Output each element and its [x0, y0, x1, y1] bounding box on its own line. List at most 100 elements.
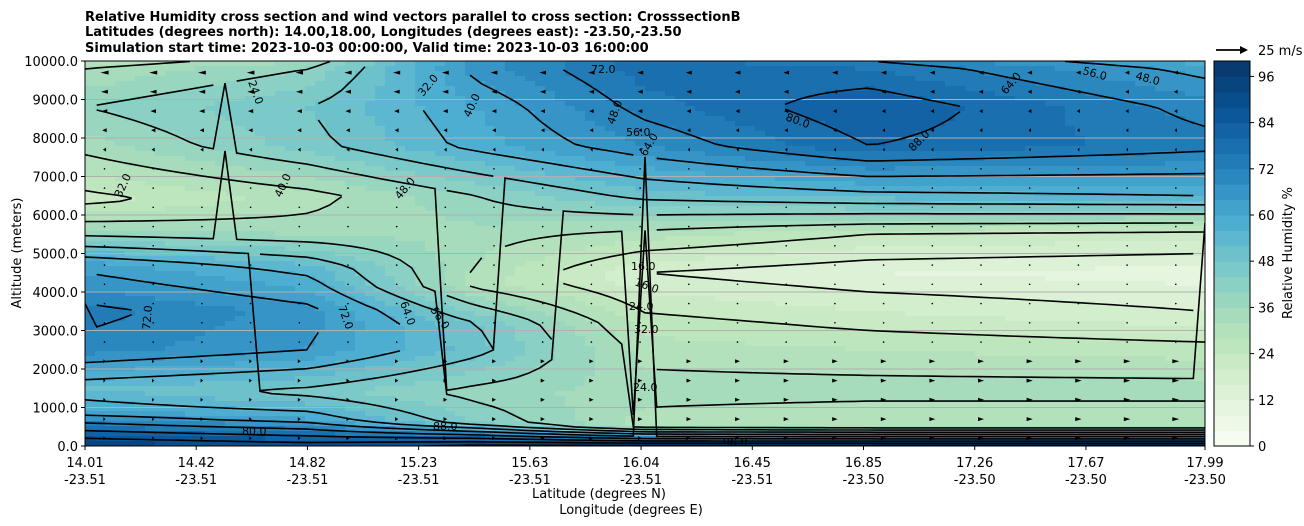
rh-cell — [705, 291, 716, 297]
rh-cell — [285, 206, 296, 212]
rh-cell — [165, 226, 176, 232]
rh-cell — [225, 411, 236, 417]
rh-cell — [725, 201, 736, 207]
rh-cell — [95, 136, 106, 142]
rh-cell — [715, 81, 726, 87]
rh-cell — [435, 391, 446, 397]
rh-cell — [645, 121, 656, 127]
rh-cell — [165, 246, 176, 252]
rh-cell — [695, 246, 706, 252]
rh-cell — [505, 401, 516, 407]
rh-cell — [385, 231, 396, 237]
rh-cell — [195, 201, 206, 207]
rh-cell — [535, 336, 546, 342]
rh-cell — [555, 131, 566, 137]
rh-cell — [405, 371, 416, 377]
rh-cell — [335, 146, 346, 152]
rh-cell — [95, 211, 106, 217]
rh-cell — [385, 151, 396, 157]
rh-cell — [385, 201, 396, 207]
rh-cell — [645, 146, 656, 152]
rh-cell — [455, 101, 466, 107]
rh-cell — [155, 346, 166, 352]
rh-cell — [575, 381, 586, 387]
rh-cell — [505, 346, 516, 352]
rh-cell — [425, 301, 436, 307]
rh-cell — [665, 196, 676, 202]
rh-cell — [285, 201, 296, 207]
rh-cell — [455, 411, 466, 417]
rh-cell — [525, 281, 536, 287]
rh-cell — [485, 156, 496, 162]
rh-cell — [485, 326, 496, 332]
rh-cell — [325, 326, 336, 332]
rh-cell — [295, 411, 306, 417]
rh-cell — [175, 441, 186, 446]
rh-cell — [245, 61, 256, 67]
rh-cell — [225, 396, 236, 402]
rh-cell — [165, 301, 176, 307]
rh-cell — [545, 401, 556, 407]
rh-cell — [185, 146, 196, 152]
rh-cell — [645, 396, 656, 402]
rh-cell — [105, 406, 116, 412]
rh-cell — [175, 196, 186, 202]
rh-cell — [545, 201, 556, 207]
rh-cell — [545, 281, 556, 287]
rh-cell — [705, 396, 716, 402]
rh-cell — [115, 216, 126, 222]
rh-cell — [595, 131, 606, 137]
rh-cell — [645, 326, 656, 332]
rh-cell — [275, 316, 286, 322]
rh-cell — [565, 171, 576, 177]
rh-cell — [425, 156, 436, 162]
rh-cell — [555, 356, 566, 362]
rh-cell — [115, 271, 126, 277]
rh-cell — [725, 296, 736, 302]
rh-cell — [255, 221, 266, 227]
rh-cell — [435, 166, 446, 172]
rh-cell — [305, 301, 316, 307]
rh-cell — [555, 391, 566, 397]
rh-cell — [695, 426, 706, 432]
rh-cell — [715, 186, 726, 192]
rh-cell — [495, 96, 506, 102]
rh-cell — [575, 211, 586, 217]
rh-cell — [155, 231, 166, 237]
rh-cell — [165, 176, 176, 182]
rh-cell — [555, 311, 566, 317]
rh-cell — [195, 186, 206, 192]
rh-cell — [355, 161, 366, 167]
rh-cell — [275, 291, 286, 297]
rh-cell — [545, 351, 556, 357]
rh-cell — [165, 166, 176, 172]
rh-cell — [165, 181, 176, 187]
rh-cell — [85, 386, 96, 392]
rh-cell — [95, 71, 106, 77]
rh-cell — [345, 76, 356, 82]
rh-cell — [365, 271, 376, 277]
rh-cell — [145, 71, 156, 77]
rh-cell — [365, 161, 376, 167]
rh-cell — [725, 326, 736, 332]
rh-cell — [615, 391, 626, 397]
rh-cell — [85, 176, 96, 182]
rh-cell — [465, 321, 476, 327]
rh-cell — [215, 421, 226, 427]
rh-cell — [685, 151, 696, 157]
rh-cell — [345, 286, 356, 292]
rh-cell — [145, 111, 156, 117]
rh-cell — [515, 266, 526, 272]
rh-cell — [345, 336, 356, 342]
rh-cell — [305, 236, 316, 242]
rh-cell — [95, 226, 106, 232]
rh-cell — [95, 271, 106, 277]
rh-cell — [175, 211, 186, 217]
rh-cell — [315, 61, 326, 67]
rh-cell — [375, 256, 386, 262]
rh-cell — [255, 381, 266, 387]
rh-cell — [355, 76, 366, 82]
rh-cell — [705, 86, 716, 92]
rh-cell — [555, 396, 566, 402]
rh-cell — [715, 411, 726, 417]
